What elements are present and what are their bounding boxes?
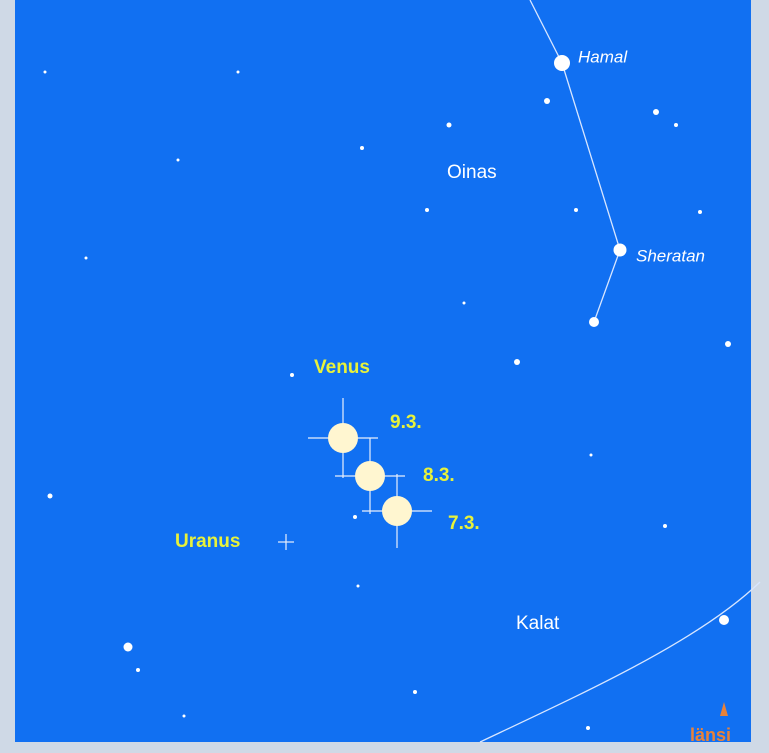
star <box>360 146 364 150</box>
star-label: Sheratan <box>636 246 705 265</box>
constellation-lines <box>479 0 761 743</box>
constellation-label: Kalat <box>516 613 560 634</box>
star <box>514 359 520 365</box>
star <box>674 123 678 127</box>
star <box>84 256 88 260</box>
star <box>586 726 590 730</box>
star <box>698 210 702 214</box>
star <box>290 373 294 377</box>
star <box>413 690 417 694</box>
date-label: 7.3. <box>448 513 480 534</box>
star <box>589 453 593 457</box>
star <box>176 158 180 162</box>
sky-panel <box>15 0 751 742</box>
star <box>43 70 47 74</box>
star <box>719 615 729 625</box>
planet-label: Uranus <box>175 531 240 552</box>
star <box>554 55 570 71</box>
venus-disc <box>355 461 385 491</box>
star <box>182 714 186 718</box>
star-label: Hamal <box>578 47 628 66</box>
star <box>136 668 140 672</box>
star <box>725 341 731 347</box>
pisces-line <box>479 581 761 743</box>
star <box>446 122 452 128</box>
aries-line <box>529 0 621 323</box>
star <box>663 524 667 528</box>
star <box>236 70 240 74</box>
star <box>47 493 53 499</box>
venus-discs <box>328 423 412 526</box>
star <box>353 515 357 519</box>
stars <box>43 55 731 730</box>
star <box>462 301 466 305</box>
venus-disc <box>382 496 412 526</box>
planet-label: Venus <box>314 357 370 378</box>
star <box>589 317 599 327</box>
date-label: 8.3. <box>423 465 455 486</box>
star <box>425 208 429 212</box>
star <box>544 98 550 104</box>
star <box>123 642 133 652</box>
star <box>574 208 578 212</box>
direction-arrow <box>720 702 728 716</box>
star <box>356 584 360 588</box>
direction-label: länsi <box>690 725 731 745</box>
star <box>653 109 659 115</box>
date-label: 9.3. <box>390 412 422 433</box>
star <box>613 243 627 257</box>
venus-disc <box>328 423 358 453</box>
constellation-label: Oinas <box>447 162 497 183</box>
